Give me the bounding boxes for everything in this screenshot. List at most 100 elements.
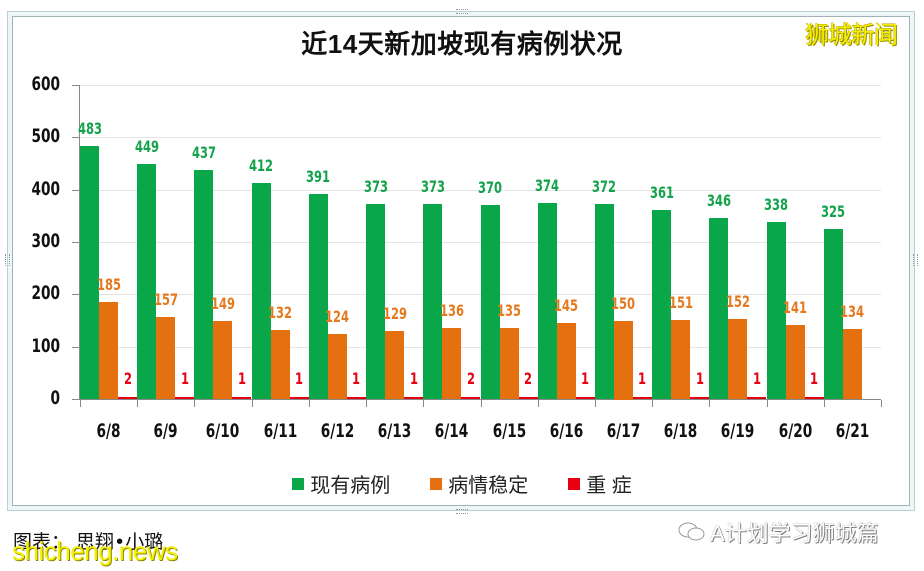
bar-stable <box>271 330 290 399</box>
bar-critical <box>690 397 709 399</box>
x-tick-mark <box>824 400 825 407</box>
chart-title: 近14天新加坡现有病例状况 <box>301 29 623 59</box>
bar-stable <box>99 302 118 399</box>
bar-stable <box>557 323 576 399</box>
data-label-critical: 1 <box>237 369 246 388</box>
data-label-critical: 1 <box>180 369 189 388</box>
data-label-critical: 1 <box>351 369 360 388</box>
y-tick-label: 500 <box>31 125 60 147</box>
bar-critical <box>576 397 595 399</box>
gridline <box>80 347 881 348</box>
data-label-current: 412 <box>248 156 274 175</box>
bar-current <box>767 222 786 399</box>
x-tick-mark <box>709 400 710 407</box>
x-tick-label: 6/14 <box>434 420 469 442</box>
data-label-current: 325 <box>820 202 846 221</box>
resize-handle-top[interactable] <box>456 9 468 14</box>
x-tick-mark <box>137 400 138 407</box>
x-tick-mark <box>366 400 367 407</box>
data-label-current: 370 <box>477 178 503 197</box>
x-tick-label: 6/11 <box>263 420 298 442</box>
data-label-current: 373 <box>420 177 446 196</box>
bar-current <box>366 204 385 399</box>
x-tick-label: 6/13 <box>377 420 412 442</box>
bar-critical <box>290 397 309 399</box>
data-label-critical: 1 <box>809 369 818 388</box>
bar-stable <box>614 321 633 400</box>
bar-critical <box>404 397 423 399</box>
x-tick-mark <box>423 400 424 407</box>
x-tick-label: 6/17 <box>606 420 641 442</box>
bar-stable <box>786 325 805 399</box>
watermark-top-right: 狮城新闻 <box>805 22 898 49</box>
y-tick-label: 400 <box>31 178 60 200</box>
data-label-stable: 149 <box>210 294 236 313</box>
bar-critical <box>747 397 766 399</box>
bar-stable <box>671 320 690 399</box>
bar-stable <box>442 328 461 399</box>
bar-current <box>538 203 557 399</box>
bar-current <box>80 146 99 399</box>
data-label-stable: 151 <box>668 293 694 312</box>
legend-item-current: 现有病例 <box>292 469 390 498</box>
data-label-stable: 134 <box>839 302 865 321</box>
chart-caption: 图表： 思翔•小璐 <box>13 531 164 553</box>
y-tick-mark <box>72 190 79 191</box>
y-tick-label: 0 <box>50 387 60 409</box>
data-label-current: 338 <box>763 195 789 214</box>
legend-item-critical: 重 症 <box>568 469 632 498</box>
data-label-current: 372 <box>591 177 617 196</box>
bar-stable <box>728 319 747 399</box>
legend-swatch-stable <box>430 477 443 490</box>
bar-stable <box>500 328 519 399</box>
bar-critical <box>519 397 538 399</box>
bar-current <box>309 194 328 399</box>
bar-critical <box>461 397 480 399</box>
bar-critical <box>175 397 194 399</box>
x-tick-label: 6/19 <box>720 420 755 442</box>
x-tick-mark <box>252 400 253 407</box>
data-label-critical: 1 <box>752 369 761 388</box>
watermark-bottom-right: A计划学习狮城篇 <box>678 516 879 548</box>
bar-current <box>652 210 671 399</box>
x-tick-mark <box>881 400 882 407</box>
resize-handle-left[interactable] <box>5 254 10 266</box>
resize-handle-bottom[interactable] <box>456 509 468 514</box>
y-tick-label: 300 <box>31 230 60 252</box>
gridline <box>80 85 881 86</box>
data-label-critical: 2 <box>123 369 132 388</box>
legend: 现有病例 病情稳定 重 症 <box>0 469 924 498</box>
bar-stable <box>843 329 862 399</box>
data-label-current: 346 <box>706 191 732 210</box>
data-label-critical: 1 <box>695 369 704 388</box>
legend-swatch-current <box>292 477 305 490</box>
watermark-bottom-left: shicheng.news <box>12 536 178 566</box>
wechat-icon <box>678 521 706 543</box>
bar-critical <box>118 397 137 399</box>
data-label-stable: 136 <box>439 301 465 320</box>
data-label-stable: 152 <box>725 292 751 311</box>
bar-current <box>595 204 614 399</box>
y-tick-mark <box>72 242 79 243</box>
x-tick-label: 6/20 <box>778 420 813 442</box>
y-axis <box>79 85 80 400</box>
data-label-current: 391 <box>305 167 331 186</box>
resize-handle-right[interactable] <box>913 254 918 266</box>
y-tick-label: 200 <box>31 282 60 304</box>
bar-current <box>481 205 500 399</box>
x-axis <box>80 399 881 400</box>
bar-current <box>194 170 213 399</box>
data-label-stable: 150 <box>610 294 636 313</box>
chart-frame <box>7 11 915 511</box>
x-tick-label: 6/18 <box>663 420 698 442</box>
x-tick-mark <box>194 400 195 407</box>
data-label-critical: 1 <box>580 369 589 388</box>
data-label-stable: 124 <box>324 307 350 326</box>
legend-item-stable: 病情稳定 <box>430 469 528 498</box>
data-label-stable: 132 <box>267 303 293 322</box>
legend-swatch-critical <box>568 477 581 490</box>
legend-label-stable: 病情稳定 <box>448 475 529 497</box>
x-tick-label: 6/15 <box>492 420 527 442</box>
data-label-current: 361 <box>649 183 675 202</box>
data-label-stable: 185 <box>96 275 122 294</box>
